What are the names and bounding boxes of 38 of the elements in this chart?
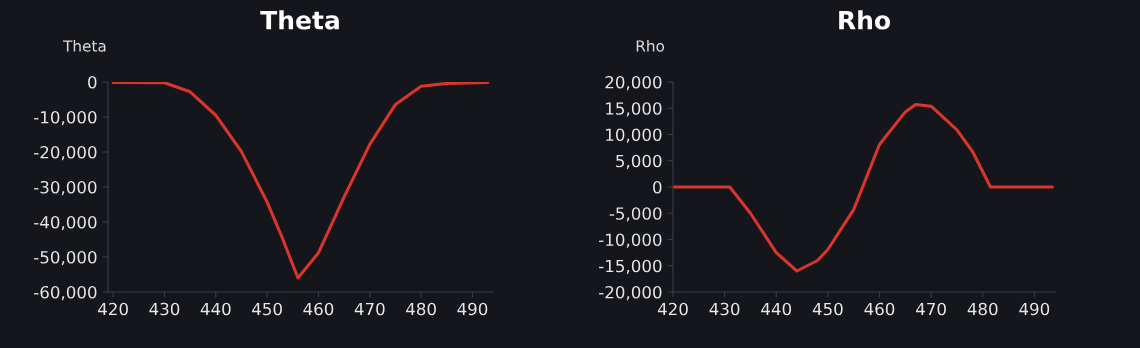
y-tick-label: -10,000 [34, 110, 97, 126]
line-series [111, 82, 490, 280]
x-tick-label: 450 [812, 302, 843, 316]
x-tick-label: 490 [457, 302, 488, 316]
x-tick-label: 470 [354, 302, 385, 316]
y-tick-label: -20,000 [34, 145, 97, 161]
x-tick-label: 480 [967, 302, 998, 316]
x-tick-label: 440 [761, 302, 792, 316]
x-tick-label: 480 [406, 302, 436, 316]
chart-title: Theta [260, 10, 339, 30]
y-tick-label: 10,000 [606, 128, 662, 143]
x-tick-label: 440 [200, 302, 231, 316]
y-tick-label: 0 [653, 180, 662, 194]
y-tick-label: 5,000 [616, 154, 662, 170]
y-axis-title: Theta [62, 39, 106, 52]
x-tick-label: 420 [657, 302, 688, 316]
line-series [673, 103, 1054, 273]
y-tick-label: -60,000 [34, 285, 97, 301]
y-tick-label: -50,000 [34, 250, 97, 266]
y-tick-label: 0 [88, 75, 97, 89]
chart-title: Rho [839, 10, 891, 30]
y-tick-label: -30,000 [34, 180, 97, 196]
x-tick-label: 470 [916, 302, 946, 316]
y-tick-label: 15,000 [606, 102, 662, 117]
x-tick-label: 490 [1019, 302, 1050, 316]
y-tick-label: -15,000 [599, 259, 662, 275]
y-tick-label: 20,000 [605, 75, 662, 91]
y-tick-label: -5,000 [609, 207, 662, 222]
y-tick-label: -40,000 [34, 215, 97, 231]
x-tick-label: 450 [252, 302, 282, 316]
x-tick-label: 430 [709, 302, 740, 316]
y-axis-title: Rho [636, 39, 665, 52]
x-tick-label: 420 [98, 302, 128, 316]
x-tick-label: 460 [864, 302, 895, 316]
y-tick-label: -20,000 [599, 285, 662, 301]
x-tick-label: 460 [303, 302, 334, 316]
y-tick-label: -10,000 [599, 233, 662, 248]
x-tick-label: 430 [149, 302, 180, 316]
